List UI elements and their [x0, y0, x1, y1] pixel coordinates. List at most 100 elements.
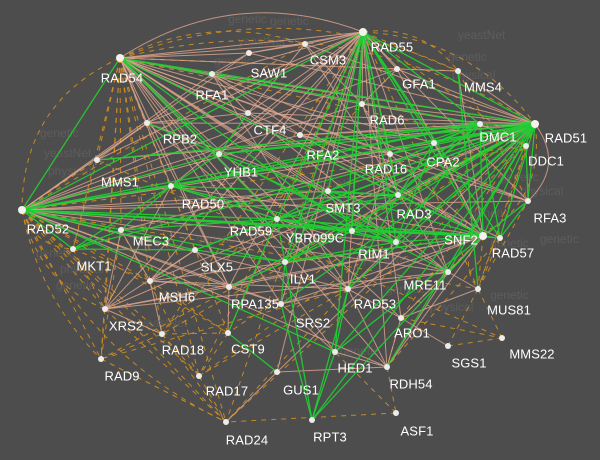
graph-node-label-mms22[interactable]: MMS22 [509, 346, 555, 362]
graph-node-label-mms4[interactable]: MMS4 [464, 79, 502, 95]
graph-node-label-rim1[interactable]: RIM1 [358, 246, 390, 262]
graph-node-ilv1[interactable] [282, 259, 288, 265]
graph-node-cpa2[interactable] [431, 140, 437, 146]
graph-node-rad53[interactable] [345, 286, 351, 292]
graph-node-rpb2[interactable] [144, 120, 150, 126]
graph-node-label-dmc1[interactable]: DMC1 [479, 129, 517, 145]
graph-node-label-rad54[interactable]: RAD54 [100, 70, 144, 86]
graph-node-label-ddc1[interactable]: DDC1 [528, 153, 564, 169]
graph-node-label-rad24[interactable]: RAD24 [225, 432, 269, 448]
graph-node-rad55[interactable] [359, 28, 367, 36]
graph-node-label-rfa2[interactable]: RFA2 [306, 147, 340, 163]
graph-node-rad50[interactable] [168, 183, 174, 189]
graph-node-label-gfa1[interactable]: GFA1 [402, 76, 436, 92]
graph-node-label-rad9[interactable]: RAD9 [104, 368, 140, 384]
graph-node-ybr099c[interactable] [349, 228, 355, 234]
graph-node-ctf4[interactable] [245, 110, 251, 116]
graph-node-rad54[interactable] [116, 54, 124, 62]
graph-node-gus1[interactable] [274, 369, 280, 375]
graph-node-mec3[interactable] [118, 227, 124, 233]
graph-node-rfa2[interactable] [297, 132, 303, 138]
graph-node-snf2[interactable] [479, 232, 487, 240]
graph-node-rfa3[interactable] [525, 198, 531, 204]
graph-node-label-rad55[interactable]: RAD55 [370, 39, 414, 55]
graph-node-mms4[interactable] [455, 68, 461, 74]
graph-node-label-mre11[interactable]: MRE11 [403, 277, 447, 293]
graph-node-rad18[interactable] [159, 331, 165, 337]
graph-node-label-rad57[interactable]: RAD57 [491, 245, 535, 261]
graph-node-mms22[interactable] [499, 335, 505, 341]
graph-node-label-mec3[interactable]: MEC3 [132, 233, 170, 249]
graph-node-csm3[interactable] [302, 41, 308, 47]
graph-node-label-rad18[interactable]: RAD18 [161, 342, 205, 358]
graph-node-label-rdh54[interactable]: RDH54 [389, 376, 433, 392]
graph-node-label-ilv1[interactable]: ILV1 [289, 271, 317, 287]
graph-node-msh6[interactable] [147, 278, 153, 284]
graph-node-label-msh6[interactable]: MSH6 [158, 289, 196, 305]
graph-node-rad3[interactable] [395, 192, 401, 198]
graph-node-label-rpb2[interactable]: RPB2 [162, 131, 198, 147]
graph-node-label-rad50[interactable]: RAD50 [181, 196, 225, 212]
graph-node-label-yhb1[interactable]: YHB1 [223, 164, 259, 180]
graph-node-rpt3[interactable] [309, 417, 315, 423]
graph-node-label-ctf4[interactable]: CTF4 [253, 122, 287, 138]
graph-node-label-saw1[interactable]: SAW1 [250, 65, 288, 81]
graph-node-rim1[interactable] [393, 239, 399, 245]
graph-node-label-cst9[interactable]: CST9 [231, 341, 265, 357]
graph-node-cst9[interactable] [225, 330, 231, 336]
graph-node-label-cpa2[interactable]: CPA2 [426, 154, 460, 170]
graph-node-label-sgs1[interactable]: SGS1 [451, 355, 487, 371]
graph-node-srs2[interactable] [278, 301, 284, 307]
graph-node-mre11[interactable] [445, 269, 451, 275]
graph-node-yhb1[interactable] [216, 151, 222, 157]
graph-node-label-rad51[interactable]: RAD51 [544, 130, 588, 146]
graph-node-ddc1[interactable] [523, 143, 529, 149]
graph-node-mus81[interactable] [475, 286, 481, 292]
graph-node-label-rad53[interactable]: RAD53 [353, 296, 397, 312]
graph-node-label-smt3[interactable]: SMT3 [325, 200, 361, 216]
graph-node-rdh54[interactable] [384, 364, 390, 370]
graph-node-label-srs2[interactable]: SRS2 [295, 315, 331, 331]
graph-node-rpa135[interactable] [226, 284, 232, 290]
graph-node-smt3[interactable] [325, 188, 331, 194]
graph-node-label-hed1[interactable]: HED1 [337, 360, 373, 376]
graph-node-xrs2[interactable] [102, 306, 108, 312]
graph-node-rad9[interactable] [98, 356, 104, 362]
graph-node-label-rfa3[interactable]: RFA3 [533, 210, 567, 226]
graph-node-label-rpa135[interactable]: RPA135 [230, 296, 280, 312]
graph-node-label-gus1[interactable]: GUS1 [283, 382, 319, 398]
graph-node-label-rad17[interactable]: RAD17 [205, 383, 249, 399]
graph-node-label-rad6[interactable]: RAD6 [369, 112, 405, 128]
graph-node-label-xrs2[interactable]: XRS2 [108, 318, 144, 334]
graph-node-label-mus81[interactable]: MUS81 [487, 302, 531, 318]
graph-node-saw1[interactable] [246, 50, 252, 56]
graph-node-label-ybr099c[interactable]: YBR099C [285, 230, 345, 246]
graph-node-sgs1[interactable] [445, 343, 451, 349]
graph-node-label-snf2[interactable]: SNF2 [444, 232, 478, 248]
graph-node-label-rad16[interactable]: RAD16 [364, 161, 408, 177]
graph-node-label-asf1[interactable]: ASF1 [400, 423, 434, 439]
graph-node-label-rad52[interactable]: RAD52 [26, 221, 70, 237]
graph-node-label-slx5[interactable]: SLX5 [200, 259, 234, 275]
graph-node-label-rad59[interactable]: RAD59 [229, 223, 273, 239]
graph-node-label-rfa1[interactable]: RFA1 [195, 87, 229, 103]
graph-node-hed1[interactable] [332, 349, 338, 355]
graph-node-rad16[interactable] [387, 151, 393, 157]
graph-node-mkt1[interactable] [70, 246, 76, 252]
graph-node-label-mkt1[interactable]: MKT1 [76, 258, 112, 274]
graph-node-rad17[interactable] [196, 373, 202, 379]
graph-node-gfa1[interactable] [394, 66, 400, 72]
graph-node-label-rad3[interactable]: RAD3 [396, 206, 432, 222]
graph-node-rad59[interactable] [274, 216, 280, 222]
graph-node-rfa1[interactable] [209, 71, 215, 77]
graph-node-label-rpt3[interactable]: RPT3 [313, 429, 347, 445]
graph-node-label-csm3[interactable]: CSM3 [309, 52, 347, 68]
graph-node-asf1[interactable] [393, 410, 399, 416]
graph-node-mms1[interactable] [94, 157, 100, 163]
graph-node-rad52[interactable] [18, 206, 26, 214]
graph-node-rad24[interactable] [223, 419, 229, 425]
graph-node-label-mms1[interactable]: MMS1 [101, 174, 139, 190]
graph-node-rad57[interactable] [497, 235, 503, 241]
graph-node-rad51[interactable] [531, 120, 539, 128]
graph-node-label-aro1[interactable]: ARO1 [394, 325, 430, 341]
